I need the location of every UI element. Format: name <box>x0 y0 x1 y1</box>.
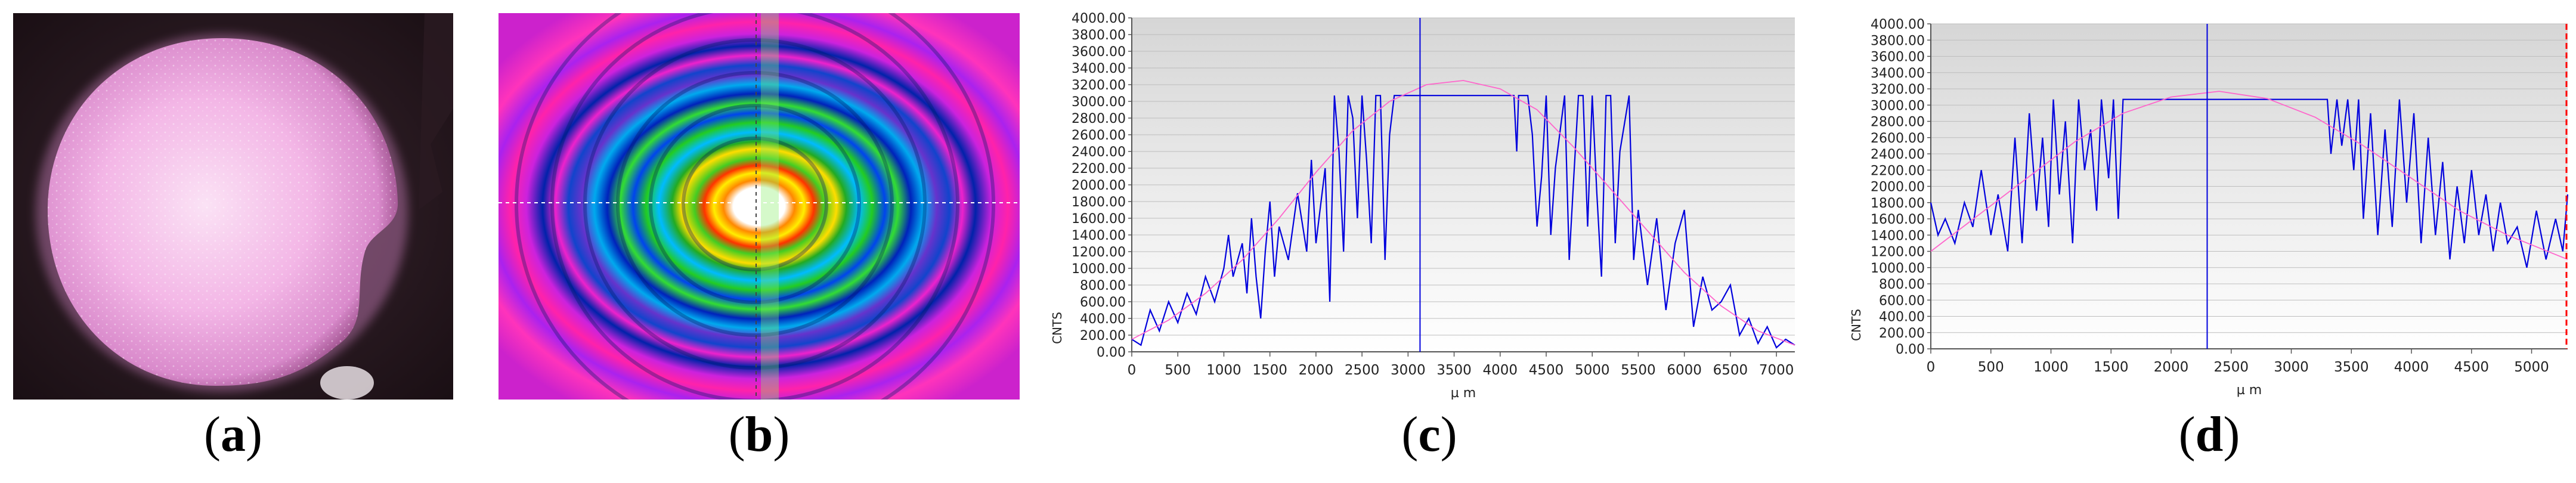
y-tick-label: 2000.00 <box>1871 180 1925 195</box>
y-axis-label: CNTS <box>1849 309 1863 341</box>
ring-background <box>499 13 1020 400</box>
y-tick-label: 3400.00 <box>1072 61 1126 76</box>
x-tick-label: 6500 <box>1713 363 1748 378</box>
y-tick-label: 1400.00 <box>1072 228 1126 243</box>
y-tick-label: 3600.00 <box>1871 50 1925 65</box>
y-tick-label: 1800.00 <box>1871 196 1925 211</box>
y-tick-label: 1400.00 <box>1871 228 1925 243</box>
x-tick-label: 6000 <box>1667 363 1702 378</box>
panel-b-label: (b) <box>728 407 790 462</box>
y-tick-label: 4000.00 <box>1871 17 1925 32</box>
x-tick-label: 3000 <box>2274 360 2309 375</box>
y-tick-label: 2400.00 <box>1072 145 1126 160</box>
x-axis-label: µ m <box>2237 383 2262 398</box>
y-tick-label: 400.00 <box>1080 312 1126 327</box>
y-tick-label: 3600.00 <box>1072 45 1126 60</box>
panel-d-label: (d) <box>2178 407 2240 462</box>
y-tick-label: 1000.00 <box>1871 261 1925 276</box>
y-tick-label: 2600.00 <box>1072 128 1126 143</box>
y-tick-label: 2600.00 <box>1871 131 1925 146</box>
y-tick-label: 4000.00 <box>1072 11 1126 26</box>
y-tick-label: 1200.00 <box>1072 245 1126 260</box>
panel-b-image <box>499 0 1020 438</box>
panel-a-image <box>13 13 453 400</box>
stand-highlight <box>320 366 374 400</box>
glowing-sphere-photo <box>13 13 453 400</box>
y-tick-label: 200.00 <box>1879 326 1925 341</box>
interference-ring-map <box>499 0 1020 438</box>
x-tick-label: 5000 <box>2514 360 2549 375</box>
x-tick-label: 1500 <box>2094 360 2129 375</box>
y-tick-label: 2200.00 <box>1871 163 1925 178</box>
y-tick-label: 400.00 <box>1879 310 1925 325</box>
x-tick-label: 0 <box>1927 360 1936 375</box>
y-tick-label: 1600.00 <box>1871 212 1925 227</box>
x-tick-label: 1500 <box>1252 363 1287 378</box>
x-tick-label: 3000 <box>1391 363 1426 378</box>
y-tick-label: 1000.00 <box>1072 262 1126 277</box>
fitted-curve-line <box>1131 80 1795 346</box>
intensity-profile-line <box>1131 95 1795 349</box>
y-tick-label: 2800.00 <box>1871 115 1925 130</box>
y-tick-label: 3000.00 <box>1871 98 1925 113</box>
y-tick-label: 1800.00 <box>1072 195 1126 210</box>
panel-c-label: (c) <box>1401 407 1457 462</box>
x-tick-label: 4000 <box>2394 360 2429 375</box>
y-tick-label: 600.00 <box>1080 295 1126 310</box>
y-tick-label: 200.00 <box>1080 329 1126 343</box>
y-tick-label: 2200.00 <box>1072 162 1126 177</box>
x-tick-label: 1000 <box>1206 363 1241 378</box>
y-tick-label: 1200.00 <box>1871 245 1925 260</box>
y-tick-label: 800.00 <box>1879 277 1925 292</box>
x-tick-label: 2500 <box>1345 363 1380 378</box>
y-tick-label: 3000.00 <box>1072 95 1126 110</box>
y-tick-label: 2800.00 <box>1072 112 1126 126</box>
x-tick-label: 2500 <box>2214 360 2249 375</box>
x-tick-label: 4000 <box>1483 363 1518 378</box>
y-tick-label: 2400.00 <box>1871 147 1925 162</box>
y-tick-label: 3200.00 <box>1072 78 1126 93</box>
y-tick-label: 1600.00 <box>1072 212 1126 227</box>
x-tick-label: 2000 <box>2154 360 2189 375</box>
x-tick-label: 2000 <box>1299 363 1334 378</box>
x-tick-label: 500 <box>1978 360 2004 375</box>
fitted-curve-line <box>1930 91 2568 260</box>
x-axis-label: µ m <box>1451 386 1476 400</box>
y-tick-label: 3800.00 <box>1871 33 1925 48</box>
x-tick-label: 0 <box>1128 363 1137 378</box>
x-tick-label: 1000 <box>2033 360 2069 375</box>
y-tick-label: 0.00 <box>1896 342 1925 357</box>
y-axis-label: CNTS <box>1050 312 1064 344</box>
x-tick-label: 500 <box>1165 363 1191 378</box>
y-tick-label: 800.00 <box>1080 278 1126 293</box>
ring-contours <box>515 0 995 438</box>
y-tick-label: 600.00 <box>1879 293 1925 308</box>
intensity-profile-line <box>1930 98 2569 268</box>
y-tick-label: 0.00 <box>1097 345 1126 360</box>
y-tick-label: 3200.00 <box>1871 82 1925 97</box>
x-tick-label: 5000 <box>1575 363 1610 378</box>
x-tick-label: 4500 <box>2454 360 2490 375</box>
panel-a-label: (a) <box>204 407 262 462</box>
x-tick-label: 3500 <box>2334 360 2369 375</box>
x-tick-label: 3500 <box>1436 363 1472 378</box>
panel-c-chart: 0.00 200.00 400.00 600.00 800.00 1000.00 1200.… <box>1049 6 1801 401</box>
y-tick-label: 2000.00 <box>1072 178 1126 193</box>
x-tick-label: 5500 <box>1621 363 1656 378</box>
y-tick-label: 3800.00 <box>1072 28 1126 43</box>
x-tick-label: 7000 <box>1759 363 1794 378</box>
x-tick-label: 4500 <box>1529 363 1564 378</box>
panel-d-chart: 0.00 200.00 400.00 600.00 800.00 1000.00 1200.… <box>1849 6 2576 400</box>
y-tick-label: 3400.00 <box>1871 66 1925 81</box>
